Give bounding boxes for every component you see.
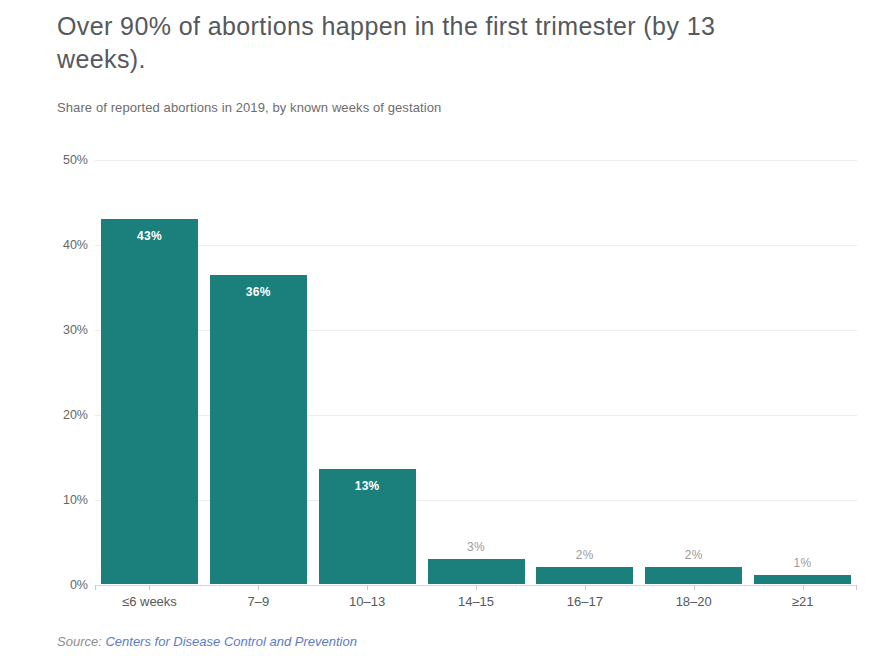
bar-value-label: 43% (101, 229, 198, 243)
bar-value-label: 2% (645, 548, 742, 562)
bar-≤6 weeks: 43% (101, 219, 198, 585)
bar-14–15 (428, 559, 525, 585)
x-axis-tick (585, 585, 586, 590)
x-category-label: 14–15 (422, 594, 531, 610)
y-tick-label: 40% (28, 237, 88, 253)
bar-value-label: 36% (210, 285, 307, 299)
x-category-label: 18–20 (639, 594, 748, 610)
bar-16–17 (536, 567, 633, 584)
bar-18–20 (645, 567, 742, 584)
chart-subtitle: Share of reported abortions in 2019, by … (57, 100, 441, 115)
bar-≥21 (754, 575, 851, 584)
x-axis-tick (149, 585, 150, 590)
bar-value-label: 2% (536, 548, 633, 562)
y-tick-label: 0% (28, 577, 88, 593)
source-prefix: Source: (57, 634, 105, 649)
bar-10–13: 13% (319, 469, 416, 584)
bar-value-label: 1% (754, 556, 851, 570)
chart-title: Over 90% of abortions happen in the firs… (57, 10, 805, 76)
source-link[interactable]: Centers for Disease Control and Preventi… (105, 634, 356, 649)
x-axis-tick (258, 585, 259, 590)
gridline (95, 245, 857, 246)
x-category-label: ≤6 weeks (95, 594, 204, 610)
y-tick-label: 50% (28, 152, 88, 168)
x-axis-tick (95, 585, 96, 590)
x-axis-tick (694, 585, 695, 590)
x-axis-tick (856, 585, 857, 590)
x-category-label: 7–9 (204, 594, 313, 610)
x-axis-tick (803, 585, 804, 590)
x-axis-tick (476, 585, 477, 590)
y-axis: 0%10%20%30%40%50% (28, 160, 88, 585)
y-tick-label: 30% (28, 322, 88, 338)
bar-value-label: 13% (319, 479, 416, 493)
bar-value-label: 3% (428, 540, 525, 554)
bar-7–9: 36% (210, 275, 307, 584)
chart-card: Over 90% of abortions happen in the firs… (0, 0, 880, 656)
y-tick-label: 20% (28, 407, 88, 423)
gridline (95, 160, 857, 161)
source-line: Source: Centers for Disease Control and … (57, 634, 357, 649)
x-category-label: 16–17 (530, 594, 639, 610)
x-category-label: ≥21 (748, 594, 857, 610)
x-axis: ≤6 weeks7–910–1314–1516–1718–20≥21 (95, 594, 857, 610)
x-axis-tick (367, 585, 368, 590)
y-tick-label: 10% (28, 492, 88, 508)
plot-area: 43% 36% 13% 3% 2% 2% 1% (95, 160, 857, 585)
x-category-label: 10–13 (313, 594, 422, 610)
